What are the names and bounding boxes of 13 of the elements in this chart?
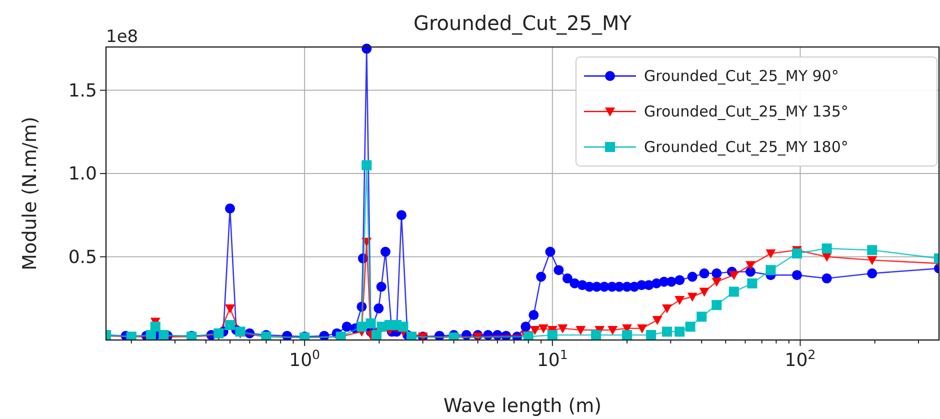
x-axis-title: Wave length (m) — [443, 395, 602, 417]
x-tick-label: 10$^{1}$ — [536, 346, 568, 371]
legend-label: Grounded_Cut_25_MY 180° — [644, 138, 848, 156]
y-axis-title: Module (N.m/m) — [19, 116, 41, 270]
text: 1e8 — [106, 27, 138, 47]
y-tick-label: 1.5 — [68, 80, 97, 102]
legend-label: Grounded_Cut_25_MY 135° — [644, 102, 848, 120]
x-tick-label: 10$^{0}$ — [289, 346, 320, 371]
x-tick-label: 10$^{2}$ — [784, 346, 816, 371]
legend-label: Grounded_Cut_25_MY 90° — [644, 67, 839, 85]
y-tick-label: 1.0 — [68, 164, 97, 185]
chart-title: Grounded_Cut_25_MY — [414, 11, 632, 35]
y-tick-label: 0.5 — [68, 246, 97, 268]
